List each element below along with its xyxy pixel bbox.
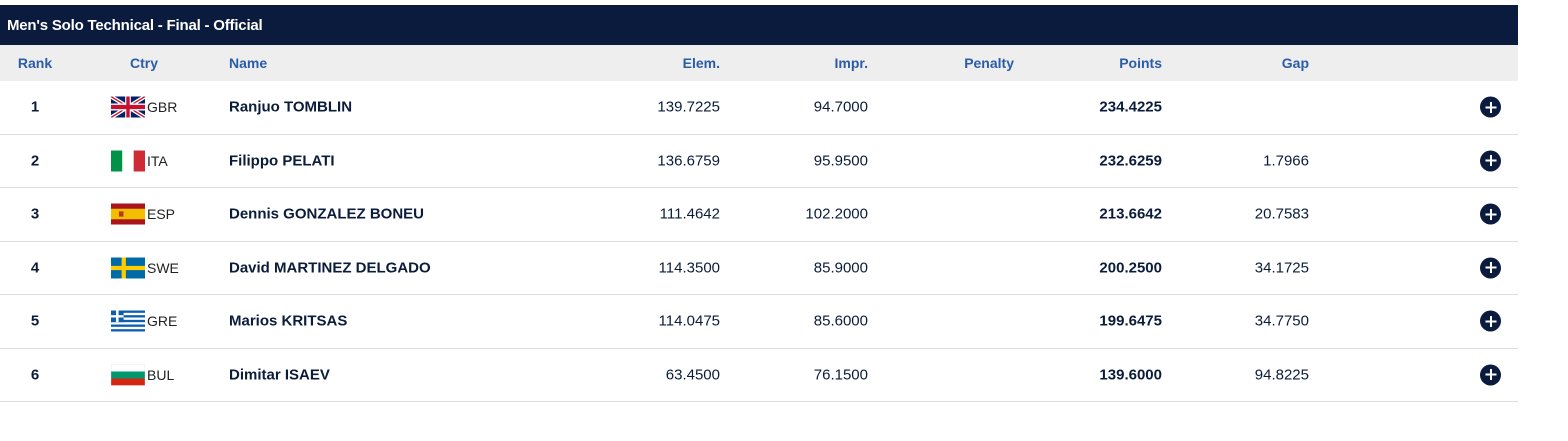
gap-value: 34.1725: [1254, 259, 1309, 277]
gre-flag-icon: [111, 310, 145, 332]
expand-row-button[interactable]: [1480, 364, 1501, 386]
swe-flag-icon: [111, 257, 145, 279]
athlete-name[interactable]: Marios KRITSAS: [229, 312, 348, 330]
table-row[interactable]: 4 SWE David MARTINEZ DELGADO 114.3500 85…: [0, 242, 1518, 295]
plus-circle-icon[interactable]: [1480, 96, 1501, 118]
elem-score: 114.3500: [658, 259, 720, 277]
rank-cell: 3: [30, 205, 40, 223]
plus-circle-icon[interactable]: [1480, 257, 1501, 279]
athlete-name[interactable]: Dimitar ISAEV: [229, 366, 330, 384]
header-elem[interactable]: Elem.: [682, 55, 720, 71]
header-points[interactable]: Points: [1119, 55, 1162, 71]
table-header: Rank Ctry Name Elem. Impr. Penalty Point…: [0, 45, 1518, 81]
gap-value: 94.8225: [1254, 366, 1309, 384]
impr-score: 76.1500: [813, 366, 868, 384]
table-row[interactable]: 6 BUL Dimitar ISAEV 63.4500 76.1500 139.…: [0, 349, 1518, 402]
elem-score: 111.4642: [659, 205, 720, 223]
expand-row-button[interactable]: [1480, 203, 1501, 225]
gap-value: 1.7966: [1263, 152, 1309, 170]
esp-flag-icon: [111, 203, 145, 225]
athlete-name[interactable]: Filippo PELATI: [229, 152, 335, 170]
rank-cell: 4: [30, 259, 40, 277]
elem-score: 63.4500: [665, 366, 720, 384]
rank-cell: 6: [30, 366, 40, 384]
header-penalty[interactable]: Penalty: [964, 55, 1014, 71]
points-score: 213.6642: [1099, 205, 1162, 223]
table-row[interactable]: 1 GBR Ranjuo TOMBLIN 139.7225 94.7000 23…: [0, 81, 1518, 135]
expand-row-button[interactable]: [1480, 310, 1501, 332]
table-row[interactable]: 3 ESP Dennis GONZALEZ BONEU 111.4642 102…: [0, 188, 1518, 242]
points-score: 234.4225: [1099, 98, 1162, 116]
athlete-name[interactable]: Dennis GONZALEZ BONEU: [229, 205, 425, 223]
impr-score: 85.9000: [813, 259, 868, 277]
header-rank[interactable]: Rank: [17, 55, 53, 71]
expand-row-button[interactable]: [1480, 257, 1501, 279]
table-row[interactable]: 5 GRE Marios KRITSAS 114.0475 85.6000 19…: [0, 295, 1518, 349]
rank-cell: 2: [30, 152, 40, 170]
expand-row-button[interactable]: [1480, 96, 1501, 118]
header-gap[interactable]: Gap: [1281, 55, 1309, 71]
results-title: Men's Solo Technical - Final - Official: [0, 5, 1518, 45]
expand-row-button[interactable]: [1480, 150, 1501, 172]
country-code: ITA: [147, 152, 168, 169]
athlete-name[interactable]: David MARTINEZ DELGADO: [229, 259, 431, 277]
country-code: GRE: [147, 313, 178, 330]
rank-cell: 5: [30, 312, 40, 330]
points-score: 232.6259: [1099, 152, 1162, 170]
country-code: BUL: [147, 366, 175, 383]
impr-score: 102.2000: [805, 205, 868, 223]
elem-score: 136.6759: [657, 152, 720, 170]
gap-value: 20.7583: [1254, 205, 1309, 223]
impr-score: 95.9500: [813, 152, 868, 170]
gbr-flag-icon: [111, 96, 145, 118]
header-ctry[interactable]: Ctry: [130, 55, 159, 71]
points-score: 199.6475: [1099, 312, 1162, 330]
elem-score: 139.7225: [657, 98, 720, 116]
points-score: 200.2500: [1099, 259, 1162, 277]
plus-circle-icon[interactable]: [1480, 310, 1501, 332]
athlete-name[interactable]: Ranjuo TOMBLIN: [229, 98, 353, 116]
plus-circle-icon[interactable]: [1480, 150, 1501, 172]
points-score: 139.6000: [1099, 366, 1162, 384]
bul-flag-icon: [111, 364, 145, 386]
table-row[interactable]: 2 ITA Filippo PELATI 136.6759 95.9500 23…: [0, 135, 1518, 188]
country-code: SWE: [147, 259, 179, 276]
results-table: Men's Solo Technical - Final - Official …: [0, 5, 1518, 402]
country-code: ESP: [147, 206, 176, 223]
plus-circle-icon[interactable]: [1480, 203, 1501, 225]
elem-score: 114.0475: [658, 312, 720, 330]
rank-cell: 1: [30, 98, 40, 116]
ita-flag-icon: [111, 150, 145, 172]
impr-score: 85.6000: [813, 312, 868, 330]
impr-score: 94.7000: [813, 98, 868, 116]
gap-value: 34.7750: [1254, 312, 1309, 330]
header-name[interactable]: Name: [229, 55, 268, 71]
header-impr[interactable]: Impr.: [834, 55, 868, 71]
plus-circle-icon[interactable]: [1480, 364, 1501, 386]
country-code: GBR: [147, 99, 178, 116]
